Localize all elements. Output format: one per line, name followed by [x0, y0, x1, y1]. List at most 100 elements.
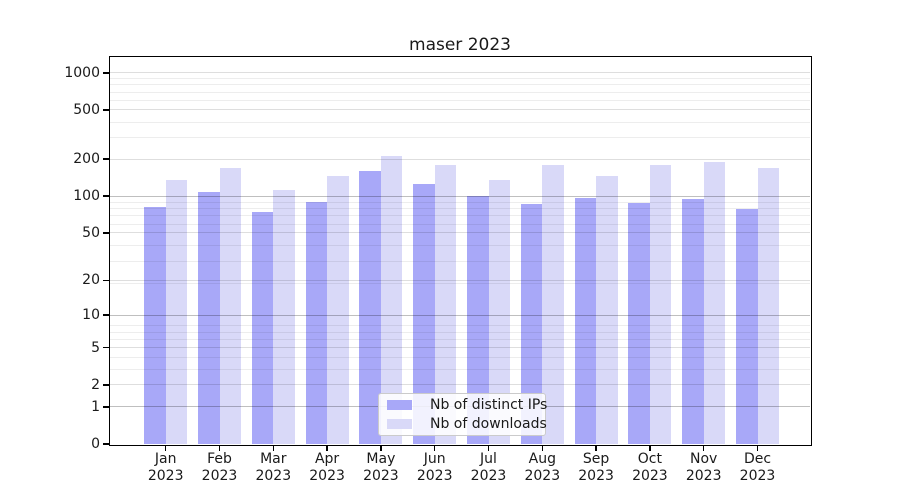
y-minor-gridline: [110, 215, 810, 217]
bar-mar-downloads: [273, 190, 295, 444]
y-tick: [103, 443, 110, 445]
x-tick-label: Jun 2023: [416, 451, 453, 484]
y-gridline: [110, 195, 810, 197]
bar-apr-distinct-ips: [305, 202, 328, 444]
legend-label-downloads: Nb of downloads: [430, 416, 547, 432]
y-minor-gridline: [110, 357, 810, 359]
y-minor-gridline: [110, 99, 810, 101]
x-tick-label: May 2023: [363, 451, 399, 484]
bar-sep-downloads: [596, 175, 618, 444]
x-tick: [380, 446, 382, 451]
y-tick: [103, 406, 110, 408]
chart-title: maser 2023: [409, 35, 511, 55]
bar-jul-distinct-ips: [467, 196, 489, 444]
y-minor-gridline: [110, 369, 810, 371]
y-minor-gridline: [110, 282, 810, 284]
x-tick: [164, 446, 167, 451]
x-tick: [756, 446, 759, 451]
y-gridline: [110, 279, 810, 281]
x-tick: [272, 446, 275, 451]
y-tick: [103, 232, 110, 234]
y-minor-gridline: [110, 84, 810, 86]
x-tick-label: Nov 2023: [685, 451, 722, 484]
y-minor-gridline: [110, 223, 810, 225]
y-tick: [103, 158, 110, 160]
x-tick: [487, 446, 490, 451]
y-minor-gridline: [110, 325, 810, 327]
legend-swatch-distinct-ips: [387, 400, 412, 410]
bar-feb-downloads: [219, 167, 241, 444]
x-tick: [702, 446, 705, 451]
bar-aug-distinct-ips: [520, 204, 543, 444]
y-gridline: [110, 384, 810, 386]
y-minor-gridline: [110, 331, 810, 333]
legend-label-distinct-ips: Nb of distinct IPs: [430, 397, 548, 413]
x-tick-label: Feb 2023: [201, 451, 238, 484]
y-minor-gridline: [110, 201, 810, 203]
x-tick-label: Oct 2023: [632, 451, 668, 484]
y-tick: [103, 279, 110, 282]
bar-mar-distinct-ips: [251, 212, 274, 444]
y-tick-label: 500: [73, 101, 100, 118]
bar-feb-distinct-ips: [198, 192, 220, 444]
bar-sep-distinct-ips: [574, 197, 597, 444]
bar-jun-distinct-ips: [413, 184, 435, 444]
bar-jan-distinct-ips: [144, 206, 166, 444]
y-minor-gridline: [110, 338, 810, 340]
y-tick-label: 20: [82, 272, 100, 289]
y-gridline: [110, 158, 810, 160]
x-tick: [326, 446, 328, 451]
bar-oct-distinct-ips: [628, 203, 650, 444]
y-tick: [103, 195, 110, 197]
x-tick-label: Aug 2023: [524, 451, 561, 484]
y-tick-label: 0: [91, 436, 100, 452]
y-minor-gridline: [110, 208, 810, 210]
x-tick: [433, 446, 436, 451]
y-tick-label: 10: [82, 307, 100, 324]
y-tick-label: 200: [73, 151, 100, 168]
y-gridline: [110, 109, 810, 111]
y-minor-gridline: [110, 137, 810, 139]
bar-may-downloads: [380, 155, 403, 444]
x-tick: [218, 446, 221, 451]
y-tick-label: 2: [91, 376, 100, 393]
x-tick-label: Jul 2023: [470, 451, 507, 484]
x-tick-label: Sep 2023: [578, 451, 614, 484]
y-gridline: [110, 72, 810, 74]
y-tick-label: 1: [91, 398, 100, 415]
bar-oct-downloads: [649, 164, 672, 444]
bar-nov-distinct-ips: [682, 199, 704, 444]
x-tick: [541, 446, 544, 451]
bar-jul-downloads: [488, 179, 510, 444]
y-minor-gridline: [110, 78, 810, 80]
y-tick: [103, 109, 110, 111]
y-minor-gridline: [110, 245, 810, 247]
plot-area: [108, 56, 812, 446]
bar-jan-downloads: [165, 180, 188, 444]
bar-may-distinct-ips: [359, 170, 381, 444]
bar-dec-downloads: [757, 168, 779, 444]
bar-jun-downloads: [434, 165, 457, 444]
bar-aug-downloads: [542, 165, 564, 444]
bar-nov-downloads: [703, 162, 726, 444]
bar-dec-distinct-ips: [736, 208, 758, 444]
y-gridline: [110, 232, 810, 234]
x-tick: [595, 446, 597, 451]
x-tick-label: Apr 2023: [309, 451, 345, 484]
y-tick-label: 5: [91, 339, 100, 356]
x-tick-label: Jan 2023: [147, 451, 184, 484]
y-tick: [103, 72, 110, 74]
y-tick-label: 100: [73, 188, 100, 205]
bar-apr-downloads: [327, 176, 349, 444]
y-tick: [103, 346, 110, 349]
legend-swatch-downloads: [387, 419, 412, 429]
y-gridline: [110, 347, 810, 349]
x-tick-label: Mar 2023: [255, 451, 292, 484]
y-tick: [103, 384, 110, 386]
x-tick: [649, 446, 651, 451]
y-tick: [103, 314, 110, 316]
y-minor-gridline: [110, 91, 810, 93]
legend: Nb of distinct IPs Nb of downloads: [378, 393, 548, 436]
y-tick-label: 1000: [64, 64, 100, 81]
